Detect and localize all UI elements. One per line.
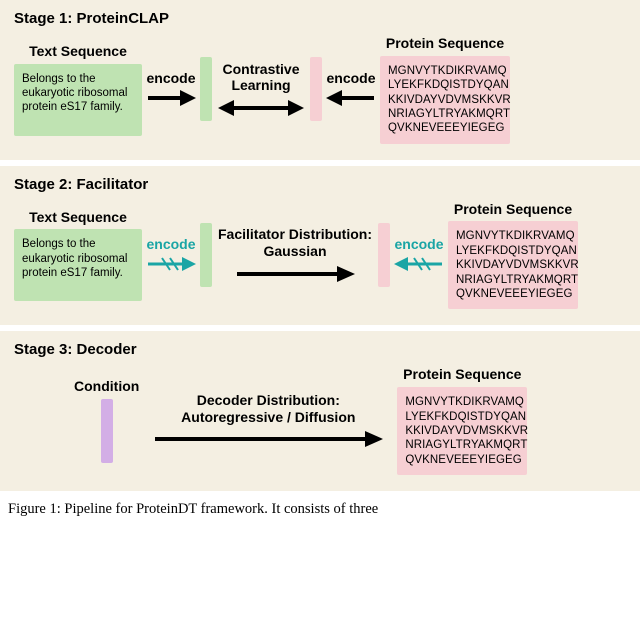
stage-1-text-col: Text Sequence Belongs to the eukaryotic …: [14, 43, 142, 136]
arrow-right-long-icon: [235, 264, 355, 284]
stage-1-center-l2: Learning: [231, 77, 290, 93]
stage-3: Stage 3: Decoder Condition Decoder Distr…: [0, 331, 640, 491]
stage-2-protein-col: Protein Sequence MGNVYTKDIKRVAMQ LYEKFKD…: [448, 201, 578, 310]
arrow-right-frozen-icon: [146, 254, 196, 274]
stage-1-text-label: Text Sequence: [29, 43, 127, 60]
protein-line: LYEKFKDQISTDYQAN: [388, 78, 502, 92]
stage-2-text-col: Text Sequence Belongs to the eukaryotic …: [14, 209, 142, 302]
protein-line: MGNVYTKDIKRVAMQ: [405, 395, 519, 409]
stage-1-encode-right: encode: [322, 70, 380, 108]
arrow-right-xlong-icon: [153, 429, 383, 449]
stage-1-protein-bar: [310, 57, 322, 121]
stage-3-center-label: Decoder Distribution: Autoregressive / D…: [181, 392, 355, 426]
stage-1-center-l1: Contrastive: [222, 61, 299, 77]
stage-2-title: Stage 2: Facilitator: [14, 176, 626, 193]
stage-3-center-l2: Autoregressive / Diffusion: [181, 409, 355, 425]
protein-line: LYEKFKDQISTDYQAN: [456, 244, 570, 258]
stage-1-text-bar: [200, 57, 212, 121]
protein-line: NRIAGYLTRYAKMQRT: [456, 273, 570, 287]
figure-caption: Figure 1: Pipeline for ProteinDT framewo…: [0, 497, 640, 518]
stage-2-text-box: Belongs to the eukaryotic ribosomal prot…: [14, 229, 142, 301]
stage-2-center: Facilitator Distribution: Gaussian: [212, 226, 378, 284]
stage-1-text-box: Belongs to the eukaryotic ribosomal prot…: [14, 64, 142, 136]
stage-3-condition-col: Condition: [74, 378, 139, 463]
stage-2-protein-label: Protein Sequence: [454, 201, 572, 218]
stage-1-encode-left-label: encode: [146, 70, 195, 86]
stage-1-center-label: Contrastive Learning: [222, 61, 299, 95]
protein-line: KKIVDAYVDVMSKKVR: [405, 424, 519, 438]
stage-1-title: Stage 1: ProteinCLAP: [14, 10, 626, 27]
protein-line: LYEKFKDQISTDYQAN: [405, 410, 519, 424]
stage-2-text-label: Text Sequence: [29, 209, 127, 226]
arrow-right-icon: [146, 88, 196, 108]
stage-2-center-label: Facilitator Distribution: Gaussian: [218, 226, 372, 260]
stage-1-encode-right-label: encode: [326, 70, 375, 86]
stage-1-row: Text Sequence Belongs to the eukaryotic …: [14, 35, 626, 144]
stage-1-encode-left: encode: [142, 70, 200, 108]
stage-3-protein-box: MGNVYTKDIKRVAMQ LYEKFKDQISTDYQAN KKIVDAY…: [397, 387, 527, 475]
stage-1-center: Contrastive Learning: [212, 61, 310, 119]
stage-2-row: Text Sequence Belongs to the eukaryotic …: [14, 201, 626, 310]
stage-2-center-l2: Gaussian: [263, 243, 326, 259]
protein-line: NRIAGYLTRYAKMQRT: [405, 438, 519, 452]
stage-3-protein-label: Protein Sequence: [403, 366, 521, 383]
stage-2-center-l1: Facilitator Distribution:: [218, 226, 372, 242]
stage-2-encode-right-label: encode: [394, 236, 443, 252]
stage-3-condition-bar: [101, 399, 113, 463]
stage-2-encode-right: encode: [390, 236, 448, 274]
stage-2-text-bar: [200, 223, 212, 287]
stage-2-encode-left-label: encode: [146, 236, 195, 252]
stage-3-center: Decoder Distribution: Autoregressive / D…: [139, 392, 397, 450]
stage-3-condition-label: Condition: [74, 378, 139, 395]
stage-2-encode-left: encode: [142, 236, 200, 274]
protein-line: KKIVDAYVDVMSKKVR: [388, 93, 502, 107]
stage-3-center-l1: Decoder Distribution:: [197, 392, 340, 408]
stage-1-protein-label: Protein Sequence: [386, 35, 504, 52]
protein-line: QVKNEVEEEYIEGEG: [388, 121, 502, 135]
protein-line: QVKNEVEEEYIEGEG: [405, 453, 519, 467]
stage-3-protein-col: Protein Sequence MGNVYTKDIKRVAMQ LYEKFKD…: [397, 366, 527, 475]
stage-2: Stage 2: Facilitator Text Sequence Belon…: [0, 166, 640, 326]
protein-line: MGNVYTKDIKRVAMQ: [388, 64, 502, 78]
arrow-left-frozen-icon: [394, 254, 444, 274]
stage-1-protein-col: Protein Sequence MGNVYTKDIKRVAMQ LYEKFKD…: [380, 35, 510, 144]
stage-1-protein-box: MGNVYTKDIKRVAMQ LYEKFKDQISTDYQAN KKIVDAY…: [380, 56, 510, 144]
stage-2-protein-bar: [378, 223, 390, 287]
stage-2-protein-box: MGNVYTKDIKRVAMQ LYEKFKDQISTDYQAN KKIVDAY…: [448, 221, 578, 309]
protein-line: KKIVDAYVDVMSKKVR: [456, 258, 570, 272]
double-arrow-icon: [218, 98, 304, 118]
protein-line: NRIAGYLTRYAKMQRT: [388, 107, 502, 121]
stage-1: Stage 1: ProteinCLAP Text Sequence Belon…: [0, 0, 640, 160]
arrow-left-icon: [326, 88, 376, 108]
protein-line: QVKNEVEEEYIEGEG: [456, 287, 570, 301]
protein-line: MGNVYTKDIKRVAMQ: [456, 229, 570, 243]
stage-3-title: Stage 3: Decoder: [14, 341, 626, 358]
stage-3-row: Condition Decoder Distribution: Autoregr…: [14, 366, 626, 475]
